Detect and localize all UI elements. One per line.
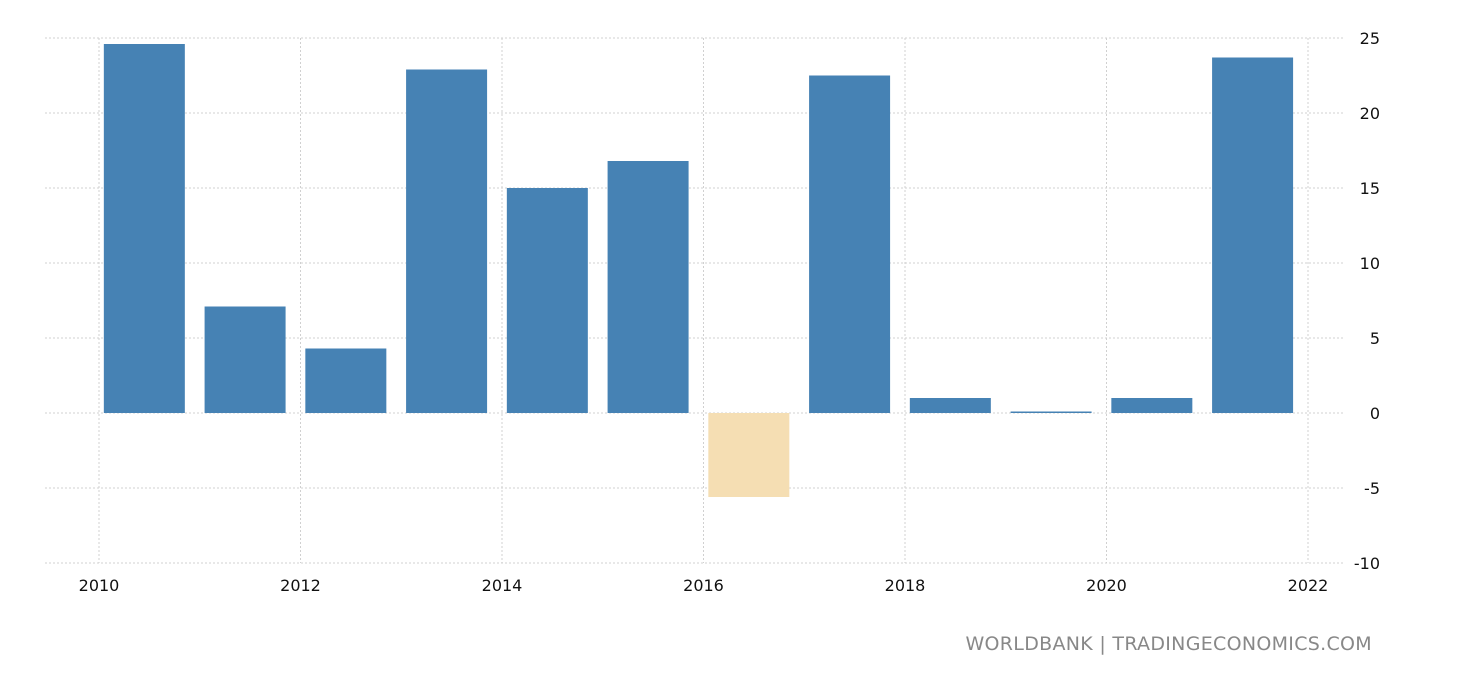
x-tick-label: 2020 (1086, 576, 1127, 595)
bar-2013 (406, 69, 488, 413)
x-tick-label: 2014 (482, 576, 523, 595)
y-tick-label: 5 (1370, 329, 1380, 348)
bar-2014 (506, 188, 588, 413)
y-tick-label: 15 (1360, 179, 1380, 198)
x-tick-label: 2022 (1288, 576, 1329, 595)
bar-2018 (909, 398, 991, 413)
y-tick-label: 10 (1360, 254, 1380, 273)
bar-2020 (1111, 398, 1193, 413)
bar-2019 (1010, 411, 1092, 413)
x-tick-label: 2010 (79, 576, 120, 595)
y-tick-label: 25 (1360, 29, 1380, 48)
x-tick-label: 2016 (683, 576, 724, 595)
bar-2015 (607, 161, 689, 413)
bar-2012 (305, 348, 387, 413)
bar-2017 (809, 75, 891, 413)
y-tick-label: 0 (1370, 404, 1380, 423)
source-credit: WORLDBANK | TRADINGECONOMICS.COM (965, 633, 1372, 655)
x-tick-label: 2018 (885, 576, 926, 595)
y-tick-label: -10 (1354, 554, 1380, 573)
y-tick-label: 20 (1360, 104, 1380, 123)
bar-2021 (1212, 57, 1294, 413)
bar-2011 (204, 306, 286, 413)
x-tick-label: 2012 (280, 576, 321, 595)
bar-2016 (708, 413, 790, 497)
bar-2010 (103, 44, 185, 413)
y-tick-label: -5 (1364, 479, 1380, 498)
